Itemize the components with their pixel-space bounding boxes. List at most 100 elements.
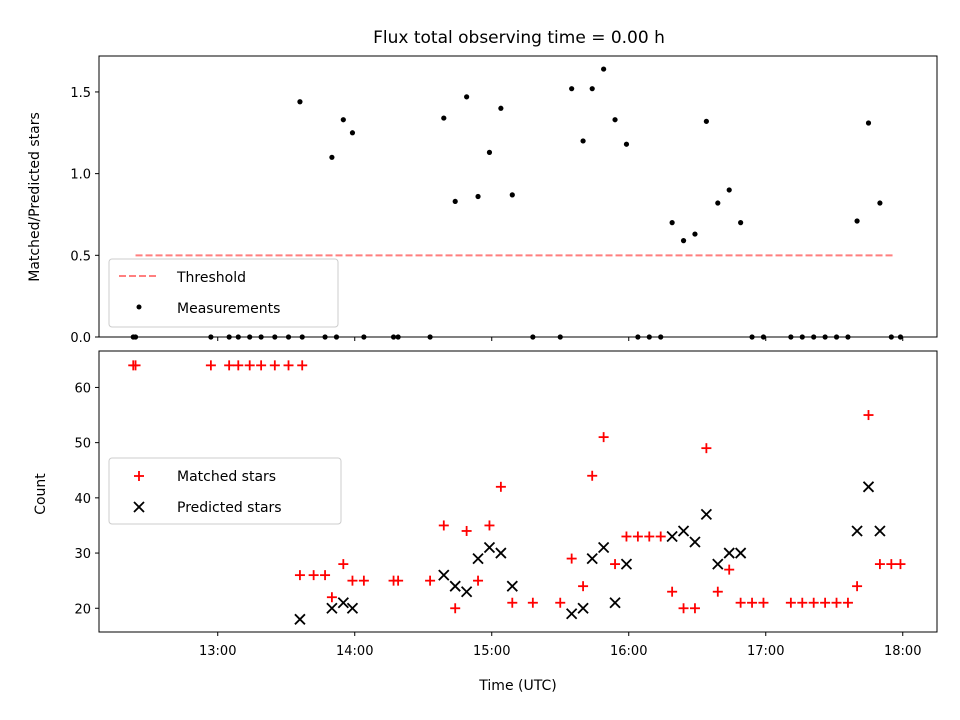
- measurement-point: [498, 105, 504, 111]
- matched-star-point: [495, 481, 506, 492]
- predicted-star-point: [862, 481, 875, 493]
- matched-star-point: [308, 570, 319, 581]
- predicted-star-point: [460, 586, 473, 598]
- matched-star-point: [724, 564, 735, 575]
- legend-measurements-swatch: [136, 304, 142, 310]
- measurement-point: [669, 220, 675, 226]
- top-legend: Threshold Measurements: [108, 258, 339, 328]
- predicted-stars-points: [294, 481, 886, 625]
- measurement-point: [580, 138, 586, 144]
- measurement-point: [441, 115, 447, 121]
- matched-star-point: [244, 360, 255, 371]
- bottom-x-tick-label: 18:00: [884, 644, 921, 659]
- predicted-star-point: [449, 580, 461, 592]
- predicted-star-point: [874, 525, 886, 537]
- predicted-star-point: [483, 541, 496, 554]
- matched-star-point: [842, 597, 853, 608]
- measurement-point: [738, 220, 744, 226]
- predicted-star-point: [586, 552, 598, 565]
- predicted-star-point: [851, 525, 863, 537]
- matched-star-point: [785, 597, 796, 608]
- matched-star-point: [735, 597, 746, 608]
- measurement-point: [475, 193, 481, 200]
- matched-star-point: [667, 586, 678, 597]
- bottom-y-tick-label: 30: [74, 547, 91, 562]
- matched-star-point: [758, 597, 769, 608]
- legend-predicted-swatch: [133, 501, 145, 513]
- measurement-point: [715, 200, 721, 206]
- measurement-point: [877, 200, 883, 206]
- matched-star-point: [621, 531, 632, 542]
- matched-star-point: [393, 575, 404, 586]
- predicted-star-point: [438, 569, 450, 581]
- bottom-legend: Matched stars Predicted stars: [108, 457, 342, 525]
- legend-matched-label: Matched stars: [177, 469, 276, 485]
- top-panel: Flux total observing time = 0.00 h 0.00.…: [27, 28, 938, 346]
- bottom-panel: 20 30 40 50 60 13:00 14:00 15:00 16:00 17:00 18:0…: [33, 350, 938, 694]
- measurement-point: [452, 198, 458, 205]
- predicted-star-point: [689, 536, 701, 548]
- predicted-star-point: [294, 613, 306, 625]
- predicted-star-point: [337, 597, 349, 609]
- measurement-point: [703, 118, 709, 124]
- measurement-point: [340, 117, 346, 123]
- matched-star-point: [712, 586, 723, 597]
- measurement-point: [486, 149, 493, 155]
- bottom-x-tick-label: 17:00: [747, 644, 784, 659]
- matched-star-point: [863, 410, 874, 421]
- matched-star-point: [347, 575, 358, 586]
- matched-star-point: [831, 597, 842, 608]
- measurement-point: [865, 120, 872, 126]
- matched-star-point: [689, 603, 700, 614]
- predicted-star-point: [577, 602, 589, 614]
- top-x-ticks: [217, 337, 904, 341]
- matched-stars-points: [128, 360, 906, 614]
- matched-star-point: [326, 592, 337, 603]
- measurement-point: [726, 187, 732, 193]
- bottom-y-tick-label: 60: [74, 381, 91, 396]
- legend-matched-swatch: [134, 471, 144, 481]
- matched-star-point: [632, 531, 643, 542]
- matched-star-point: [130, 360, 141, 371]
- top-axes-frame: [98, 55, 938, 338]
- predicted-star-point: [700, 508, 713, 521]
- matched-star-point: [205, 360, 216, 371]
- matched-star-point: [297, 360, 308, 371]
- matched-star-point: [425, 575, 436, 586]
- matched-star-point: [269, 360, 280, 371]
- measurement-point: [612, 117, 618, 123]
- matched-star-point: [555, 597, 566, 608]
- matched-star-point: [587, 470, 598, 481]
- matched-star-point: [527, 597, 538, 608]
- matched-star-point: [895, 559, 906, 570]
- predicted-star-point: [326, 602, 338, 614]
- matched-star-point: [461, 525, 472, 536]
- top-y-axis-label: Matched/Predicted stars: [27, 112, 43, 282]
- matched-star-point: [747, 597, 758, 608]
- legend-threshold-label: Threshold: [176, 270, 246, 286]
- bottom-axes-frame: [98, 350, 938, 633]
- predicted-star-point: [609, 597, 621, 609]
- matched-star-point: [224, 360, 235, 371]
- bottom-y-ticks: 20 30 40 50 60: [74, 381, 99, 617]
- top-y-tick-label: 0.0: [70, 331, 91, 346]
- matched-star-point: [644, 531, 655, 542]
- matched-star-point: [507, 597, 518, 608]
- measurement-point: [349, 130, 356, 136]
- predicted-star-point: [597, 541, 610, 554]
- matched-star-point: [233, 360, 244, 371]
- bottom-x-tick-label: 15:00: [473, 644, 510, 659]
- matched-star-point: [820, 597, 831, 608]
- legend-measurements-label: Measurements: [177, 301, 280, 317]
- predicted-star-point: [723, 547, 735, 559]
- x-axis-label: Time (UTC): [478, 678, 556, 694]
- measurement-point: [692, 231, 698, 237]
- bottom-x-tick-label: 13:00: [199, 644, 236, 659]
- matched-star-point: [852, 581, 863, 592]
- matched-star-point: [598, 432, 609, 443]
- measurement-point: [297, 99, 303, 105]
- predicted-star-point: [734, 547, 747, 559]
- predicted-star-point: [677, 525, 690, 537]
- predicted-star-point: [506, 580, 518, 592]
